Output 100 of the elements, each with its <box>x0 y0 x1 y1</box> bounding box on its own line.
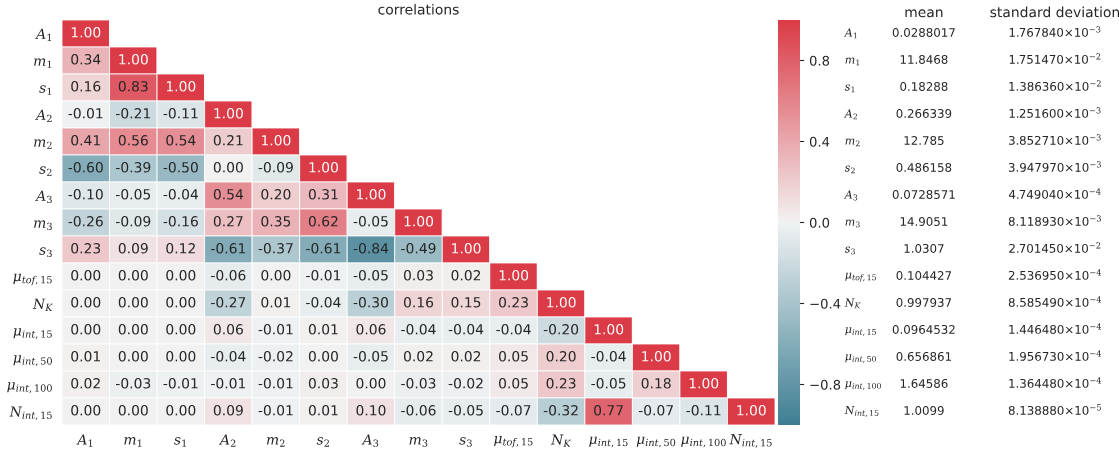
data-label: 1.00 <box>594 324 624 335</box>
category-label: μ$_{int,50}$ <box>845 354 876 363</box>
category-label: N$_{int,15}$ <box>844 406 879 417</box>
text: 11.8468 <box>900 55 948 64</box>
data-label: -0.39 <box>116 162 151 173</box>
category-label: m$_{1}$ <box>845 57 860 66</box>
data-label: -0.07 <box>638 405 673 416</box>
data-label: 0.09 <box>213 405 243 416</box>
data-label: -0.49 <box>401 243 436 254</box>
category-label: m$_{2}$ <box>845 138 860 147</box>
data-label: -0.07 <box>496 405 531 416</box>
data-label: -0.11 <box>163 108 198 119</box>
data-label: -0.21 <box>116 108 150 119</box>
text: 0.104427 <box>896 271 952 280</box>
text: 0.0728571 <box>892 190 955 199</box>
data-label: 1.00 <box>642 351 671 362</box>
data-label: 0.02 <box>451 351 481 362</box>
data-label: 1.00 <box>357 189 386 200</box>
text: 1.0307 <box>904 244 944 253</box>
data-label: -0.01 <box>163 378 198 389</box>
y-tick-label: N$_{int,15}$ <box>9 406 52 421</box>
text: 12.785 <box>904 136 944 145</box>
text: 8.118930×10$^{−3}$ <box>1008 215 1101 226</box>
text: 8.138880×10$^{−5}$ <box>1008 404 1101 415</box>
x-tick-label: m$_{1}$ <box>124 437 142 447</box>
y-tick-label: μ$_{int,100}$ <box>7 382 52 393</box>
data-label: 0.16 <box>403 297 434 308</box>
data-label: -0.05 <box>353 351 388 362</box>
x-tick-label: A$_{2}$ <box>218 434 236 447</box>
data-label: 0.01 <box>71 351 100 362</box>
data-label: -0.02 <box>258 351 293 362</box>
data-label: 0.00 <box>261 270 291 281</box>
x-tick-label: A$_{3}$ <box>361 434 379 447</box>
data-label: -0.02 <box>448 378 483 389</box>
data-label: 0.03 <box>308 378 338 389</box>
y-tick-label: s$_{3}$ <box>39 247 52 257</box>
data-label: -0.05 <box>448 405 483 416</box>
data-label: 0.00 <box>166 405 196 416</box>
text: 0.486158 <box>896 163 952 172</box>
text: 0.266339 <box>896 109 952 118</box>
text: 1.364480×10$^{−4}$ <box>1009 377 1102 388</box>
data-label: 0.00 <box>71 405 101 416</box>
category-label: μ$_{int,100}$ <box>845 381 881 390</box>
data-label: 1.00 <box>166 81 196 92</box>
data-label: 0.41 <box>71 135 100 146</box>
y-tick-label: s$_{1}$ <box>39 85 52 95</box>
data-label: 0.15 <box>451 297 481 308</box>
color-bar-label: −0.8 <box>810 379 841 390</box>
y-tick-label: s$_{2}$ <box>39 166 52 176</box>
text: 0.656861 <box>896 352 951 361</box>
data-label: 0.00 <box>166 297 196 308</box>
data-label: 0.21 <box>213 135 243 146</box>
data-label: 0.20 <box>546 351 576 362</box>
text: 1.386360×10$^{−2}$ <box>1009 80 1101 91</box>
data-label: 0.01 <box>261 297 291 308</box>
data-label: -0.05 <box>591 378 626 389</box>
data-label: 0.05 <box>499 351 528 362</box>
text: 3.947970×10$^{−3}$ <box>1008 161 1101 172</box>
text: 0.0288017 <box>892 28 955 37</box>
data-label: 0.00 <box>356 378 386 389</box>
data-label: -0.04 <box>163 189 199 200</box>
data-label: 1.00 <box>499 270 529 281</box>
data-label: -0.05 <box>353 270 388 281</box>
data-label: 0.10 <box>356 405 386 416</box>
data-label: -0.06 <box>401 405 436 416</box>
y-tick-label: μ$_{int,50}$ <box>13 355 52 366</box>
data-label: 0.00 <box>166 351 196 362</box>
data-label: -0.50 <box>163 162 198 173</box>
x-tick-label: A$_{1}$ <box>76 434 93 447</box>
data-label: -0.20 <box>543 324 579 335</box>
x-tick-label: s$_{3}$ <box>459 437 472 447</box>
category-label: μ$_{int,15}$ <box>845 327 876 336</box>
data-label: -0.84 <box>353 243 389 254</box>
data-label: 1.00 <box>452 243 481 254</box>
data-label: 0.01 <box>308 405 338 416</box>
data-label: 0.12 <box>166 243 195 254</box>
text: 1.767840×10$^{−3}$ <box>1009 26 1101 37</box>
data-label: -0.01 <box>258 324 293 335</box>
text: 4.749040×10$^{−4}$ <box>1009 188 1101 199</box>
data-label: 1.00 <box>737 405 766 416</box>
category-label: m$_{3}$ <box>845 219 860 228</box>
data-label: -0.61 <box>211 243 246 254</box>
data-label: 0.00 <box>118 297 148 308</box>
data-label: 0.31 <box>308 189 338 200</box>
y-tick-label: A$_{1}$ <box>35 28 52 41</box>
data-label: 0.00 <box>118 351 148 362</box>
data-label: -0.09 <box>258 162 293 173</box>
data-label: 0.00 <box>71 270 101 281</box>
x-tick-label: m$_{3}$ <box>409 437 428 447</box>
data-label: 0.23 <box>499 297 528 308</box>
data-label: -0.05 <box>116 189 151 200</box>
category-label: s$_{3}$ <box>844 246 855 255</box>
data-label: 0.00 <box>118 324 148 335</box>
text: 2.536950×10$^{−4}$ <box>1008 269 1102 280</box>
data-label: 0.02 <box>403 351 433 362</box>
data-label: -0.60 <box>68 162 103 173</box>
data-label: 0.00 <box>71 297 101 308</box>
y-tick-label: A$_{2}$ <box>35 109 52 122</box>
data-label: -0.10 <box>68 189 103 200</box>
data-label: -0.09 <box>116 216 151 227</box>
